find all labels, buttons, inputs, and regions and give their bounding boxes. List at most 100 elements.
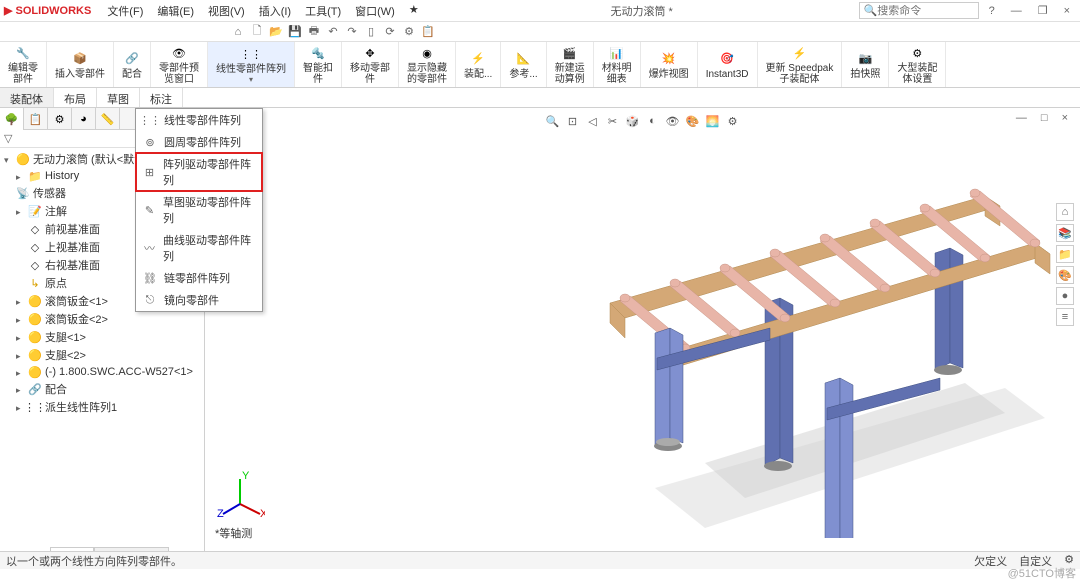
menu-view[interactable]: 视图(V) [202, 1, 251, 21]
ribbon-exploded[interactable]: 💥爆炸视图 [641, 42, 698, 87]
orientation-triad[interactable]: Y X Z [215, 469, 265, 519]
rtab-annotate[interactable]: 标注 [140, 88, 183, 107]
ribbon-show-hide[interactable]: ◉显示隐藏的零部件 [399, 42, 456, 87]
options-icon[interactable]: ⚙ [401, 24, 417, 40]
tree-part3[interactable]: ▸🟡支腿<1> [2, 328, 202, 346]
fm-tab-tree[interactable]: 🌳 [0, 108, 24, 130]
view-orient-icon[interactable]: 🎲 [624, 112, 642, 130]
svg-text:X: X [260, 508, 265, 519]
app-logo: ▶ SOLIDWORKS [4, 4, 91, 17]
ribbon-edit-component[interactable]: 🔧编辑零部件 [0, 42, 47, 87]
rebuild-icon[interactable]: ⟳ [382, 24, 398, 40]
fm-tab-property[interactable]: 📋 [24, 108, 48, 130]
zoom-area-icon[interactable]: ⊡ [564, 112, 582, 130]
side-library[interactable]: 📚 [1056, 224, 1074, 242]
menu-bar: 文件(F) 编辑(E) 视图(V) 插入(I) 工具(T) 窗口(W) ★ [101, 1, 424, 21]
ribbon-insert-component[interactable]: 📦插入零部件 [47, 42, 114, 87]
doc-min[interactable]: — [1010, 110, 1033, 126]
tree-part5[interactable]: ▸🟡(-) 1.800.SWC.ACC-W527<1> [2, 364, 202, 380]
menu-edit[interactable]: 编辑(E) [151, 1, 200, 21]
model-render [405, 158, 1055, 538]
search-box[interactable]: 🔍 [859, 2, 979, 19]
fm-tab-config[interactable]: ⚙ [48, 108, 72, 130]
ribbon-speedpak[interactable]: ⚡更新 Speedpak子装配体 [758, 42, 843, 87]
pattern-dropdown-menu: ⋮⋮线性零部件阵列 ⊚圆周零部件阵列 ⊞阵列驱动零部件阵列 ✎草图驱动零部件阵列… [135, 108, 263, 312]
appearance-icon[interactable]: 🎨 [684, 112, 702, 130]
maximize-button[interactable]: ❐ [1032, 2, 1054, 19]
ribbon-motion[interactable]: 🎬新建运动算例 [547, 42, 594, 87]
view-toolbar: 🔍 ⊡ ◁ ✂ 🎲 ◐ 👁 🎨 🌅 ⚙ [542, 110, 744, 132]
title-right: 🔍 ? — ❐ × [859, 2, 1076, 19]
status-bar: 以一个或两个线性方向阵列零部件。 欠定义 自定义 ⚙ [0, 551, 1080, 569]
side-resources[interactable]: ⌂ [1056, 203, 1074, 221]
menu-tools[interactable]: 工具(T) [299, 1, 347, 21]
ribbon-linear-pattern[interactable]: ⋮⋮线性零部件阵列▾ [208, 42, 295, 87]
hide-show-icon[interactable]: 👁 [664, 112, 682, 130]
rtab-layout[interactable]: 布局 [54, 88, 97, 107]
redo-icon[interactable]: ↷ [344, 24, 360, 40]
zoom-fit-icon[interactable]: 🔍 [544, 112, 562, 130]
ribbon-assembly[interactable]: ⚡装配... [456, 42, 501, 87]
dd-sketch-driven[interactable]: ✎草图驱动零部件阵列 [136, 191, 262, 229]
ribbon-preview[interactable]: 👁零部件预览窗口 [151, 42, 208, 87]
minimize-button[interactable]: — [1005, 3, 1028, 19]
close-button[interactable]: × [1058, 3, 1076, 19]
ribbon-large-assembly[interactable]: ⚙大型装配体设置 [889, 42, 946, 87]
dd-linear-pattern[interactable]: ⋮⋮线性零部件阵列 [136, 109, 262, 131]
dd-mirror[interactable]: ⎋镜向零部件 [136, 289, 262, 311]
display-style-icon[interactable]: ◐ [644, 112, 662, 130]
menu-help-icon[interactable]: ★ [403, 1, 425, 21]
task-pane-tabs: ⌂ 📚 📁 🎨 ● ≡ [1056, 203, 1076, 326]
tree-part2[interactable]: ▸🟡滚筒钣金<2> [2, 310, 202, 328]
menu-window[interactable]: 窗口(W) [349, 1, 401, 21]
tree-pattern[interactable]: ▸⋮⋮派生线性阵列1 [2, 398, 202, 416]
dd-circular-pattern[interactable]: ⊚圆周零部件阵列 [136, 131, 262, 153]
rtab-sketch[interactable]: 草图 [97, 88, 140, 107]
select-icon[interactable]: ▯ [363, 24, 379, 40]
status-underdefined: 欠定义 [974, 553, 1007, 569]
side-view-palette[interactable]: 🎨 [1056, 266, 1074, 284]
fm-tab-display[interactable]: ◕ [72, 108, 96, 130]
ribbon-snapshot[interactable]: 📷拍快照 [842, 42, 889, 87]
graphics-viewport[interactable]: 🔍 ⊡ ◁ ✂ 🎲 ◐ 👁 🎨 🌅 ⚙ — □ × [205, 108, 1080, 569]
print-icon[interactable]: 🖶 [306, 24, 322, 40]
ribbon-mate[interactable]: 🔗配合 [114, 42, 151, 87]
ribbon-reference[interactable]: 📐参考... [501, 42, 546, 87]
ribbon-bom[interactable]: 📊材料明细表 [594, 42, 641, 87]
fm-tab-dim[interactable]: 📏 [96, 108, 120, 130]
dd-pattern-driven[interactable]: ⊞阵列驱动零部件阵列 [136, 153, 262, 191]
menu-file[interactable]: 文件(F) [101, 1, 149, 21]
tree-mates[interactable]: ▸🔗配合 [2, 380, 202, 398]
ribbon-smart-fastener[interactable]: 🔩智能扣件 [295, 42, 342, 87]
ribbon-tabs: 装配体 布局 草图 标注 [0, 88, 1080, 108]
main-area: 🌳 📋 ⚙ ◕ 📏 ▽ ▾🟡无动力滚筒 (默认<默认_显示状 ▸📁History… [0, 108, 1080, 569]
open-icon[interactable]: 📂 [268, 24, 284, 40]
undo-icon[interactable]: ↶ [325, 24, 341, 40]
side-custom[interactable]: ≡ [1056, 308, 1074, 326]
tree-part4[interactable]: ▸🟡支腿<2> [2, 346, 202, 364]
side-explorer[interactable]: 📁 [1056, 245, 1074, 263]
quick-toolbar: ⌂ 🗋 📂 💾 🖶 ↶ ↷ ▯ ⟳ ⚙ 📋 [0, 22, 1080, 42]
document-title: 无动力滚筒 * [425, 3, 859, 19]
view-settings-icon[interactable]: ⚙ [724, 112, 742, 130]
ribbon: 🔧编辑零部件 📦插入零部件 🔗配合 👁零部件预览窗口 ⋮⋮线性零部件阵列▾ 🔩智… [0, 42, 1080, 88]
search-input[interactable] [877, 5, 967, 17]
help-button[interactable]: ? [983, 3, 1001, 19]
save-icon[interactable]: 💾 [287, 24, 303, 40]
doc-close[interactable]: × [1056, 110, 1074, 126]
dd-curve-driven[interactable]: 〰曲线驱动零部件阵列 [136, 229, 262, 267]
scene-icon[interactable]: 🌅 [704, 112, 722, 130]
menu-insert[interactable]: 插入(I) [253, 1, 297, 21]
doc-max[interactable]: □ [1035, 110, 1054, 126]
doc-window-controls: — □ × [1010, 110, 1074, 126]
section-icon[interactable]: ✂ [604, 112, 622, 130]
home-icon[interactable]: ⌂ [230, 24, 246, 40]
new-icon[interactable]: 🗋 [249, 24, 265, 40]
side-appearance[interactable]: ● [1056, 287, 1074, 305]
settings-icon[interactable]: 📋 [420, 24, 436, 40]
rtab-assembly[interactable]: 装配体 [0, 88, 54, 107]
prev-view-icon[interactable]: ◁ [584, 112, 602, 130]
ribbon-instant3d[interactable]: 🎯Instant3D [698, 42, 758, 87]
dd-chain-pattern[interactable]: ⛓链零部件阵列 [136, 267, 262, 289]
ribbon-move-component[interactable]: ✥移动零部件 [342, 42, 399, 87]
